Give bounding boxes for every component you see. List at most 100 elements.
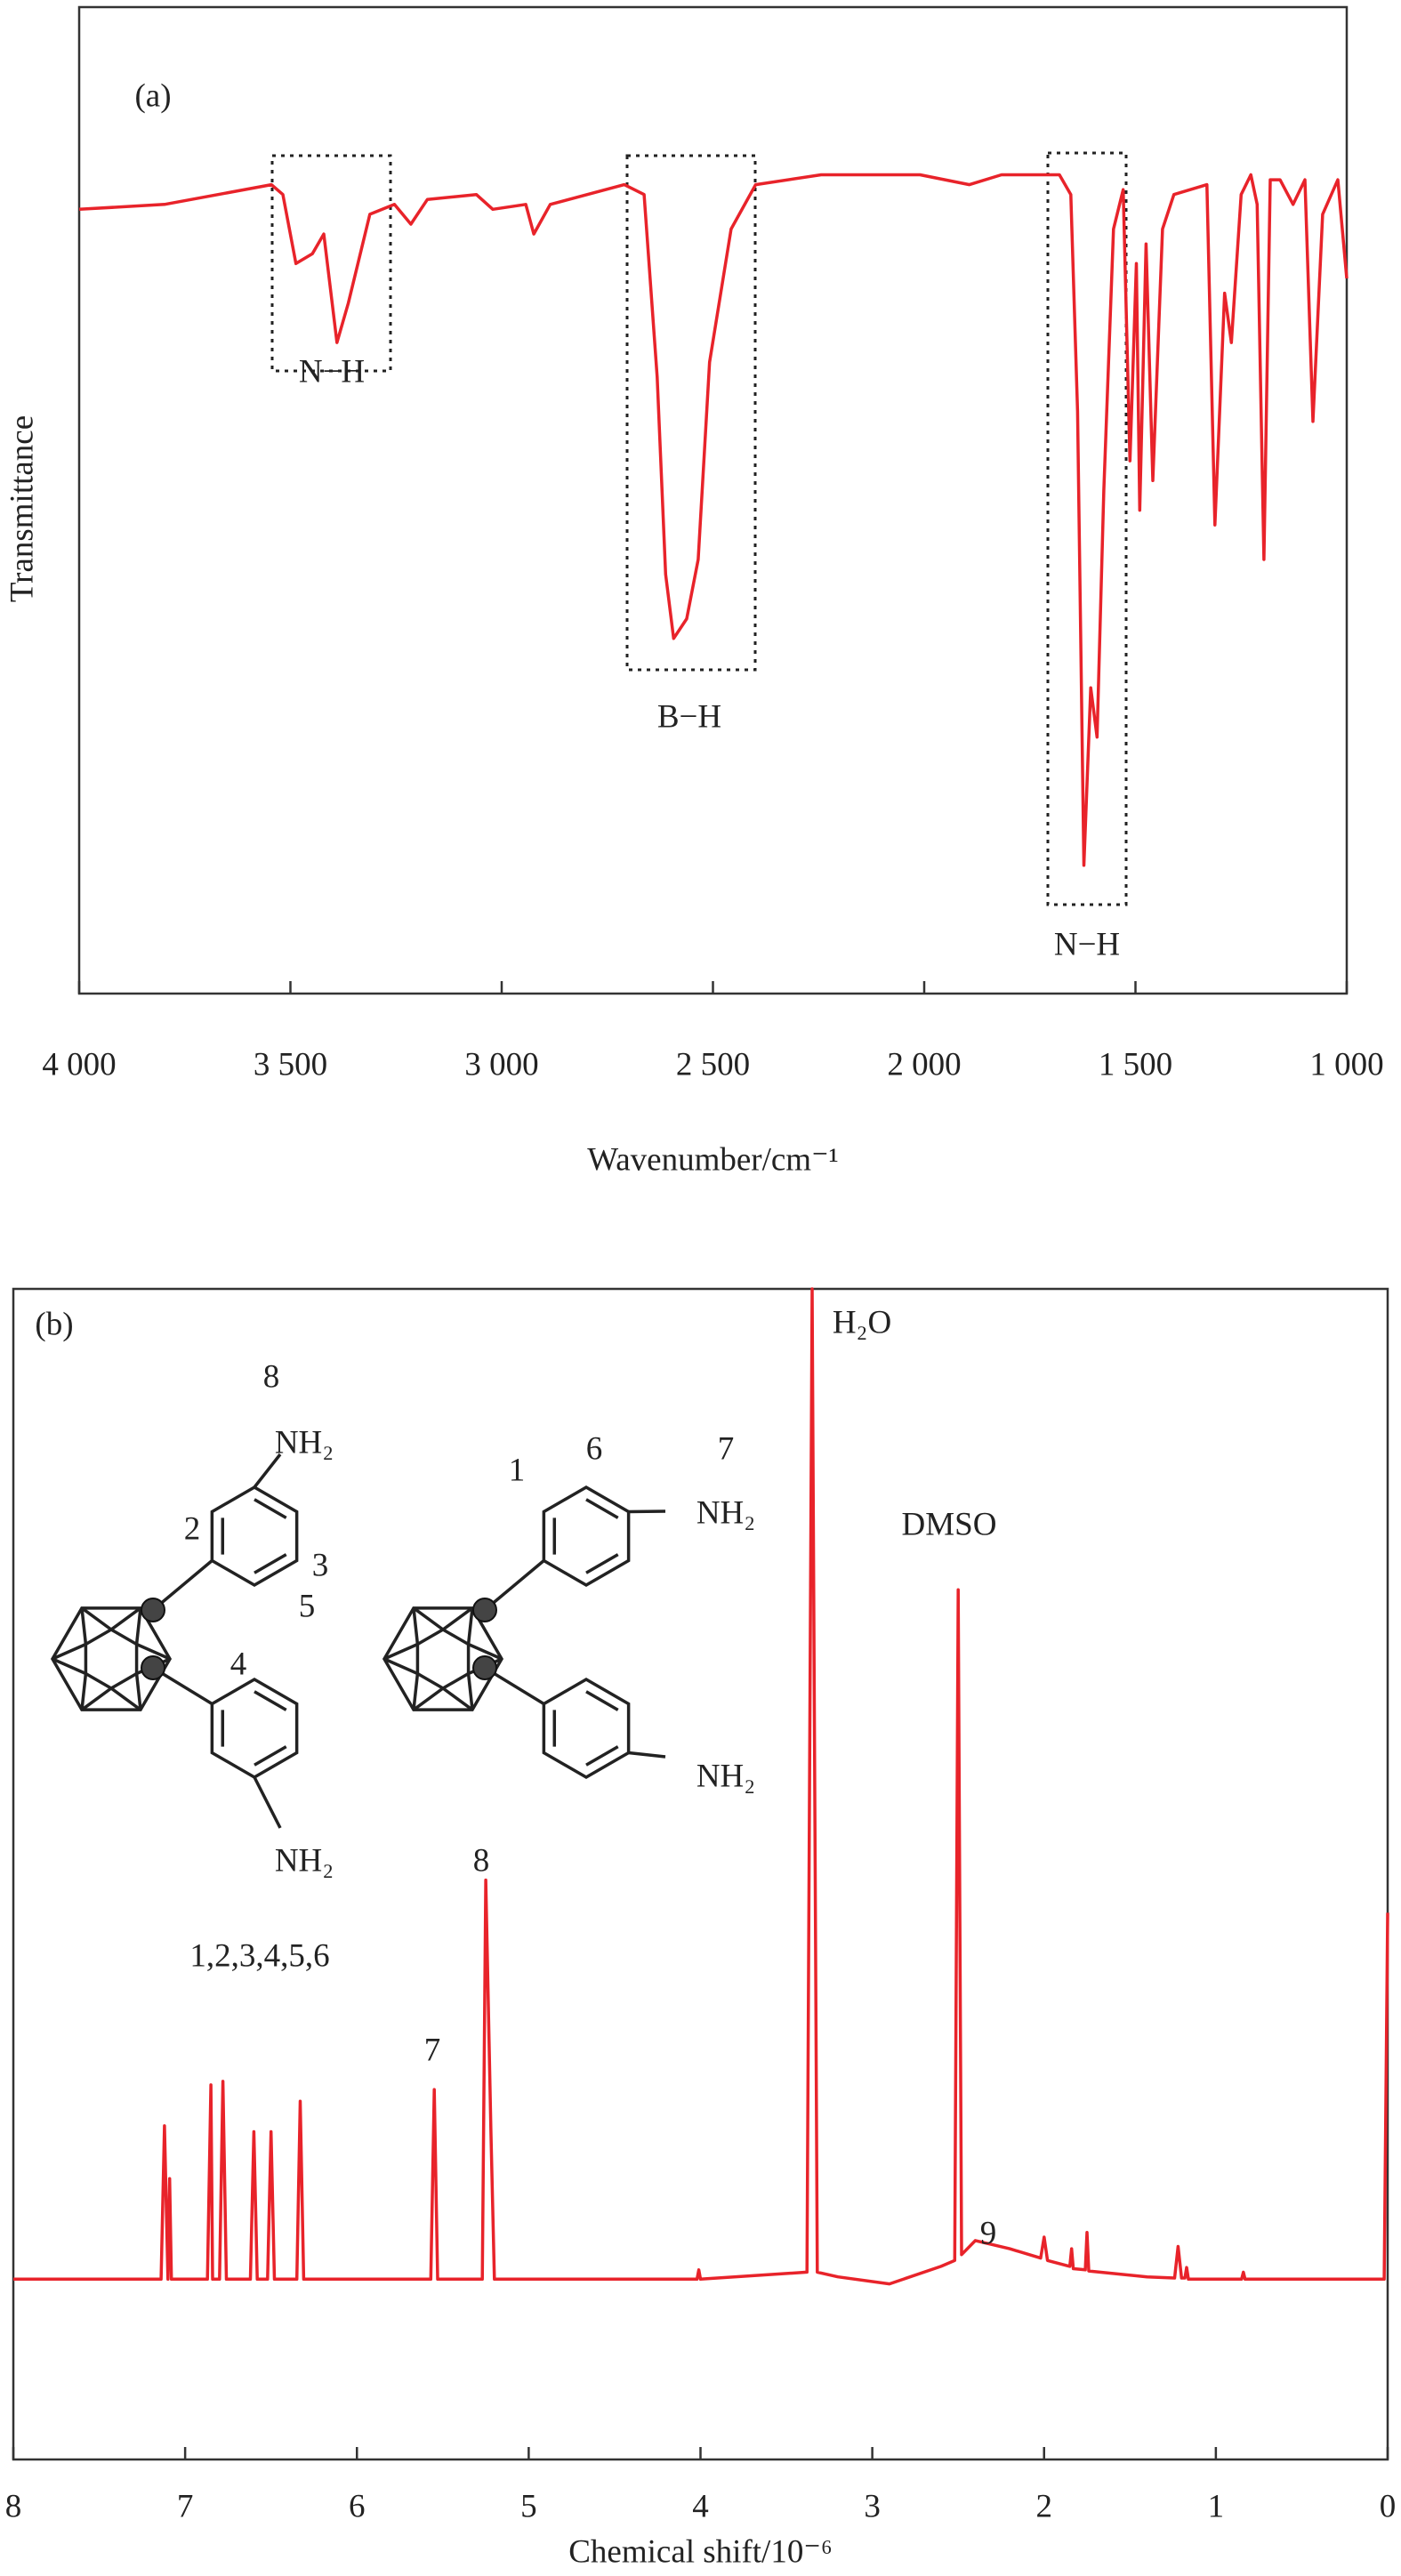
annotation: (a): [134, 77, 171, 114]
annotation: B−H: [657, 698, 721, 735]
double-bond: [254, 1498, 287, 1519]
structure-label: 5: [299, 1588, 316, 1624]
cage-edge: [383, 1657, 419, 1676]
bond: [253, 1453, 282, 1489]
cage-edge: [135, 1642, 171, 1661]
cage-edge: [412, 1607, 420, 1645]
x-tick-label: 0: [1380, 2488, 1397, 2524]
structure-label: 8: [263, 1358, 280, 1395]
annotation: 9: [980, 2215, 997, 2251]
plot-frame: [77, 5, 1349, 995]
band-box: [270, 154, 392, 373]
x-tick-label: 4: [692, 2488, 709, 2524]
x-tick-label: 1: [1208, 2488, 1225, 2524]
cage-edge: [85, 1671, 112, 1690]
double-bond: [585, 1498, 619, 1519]
cage-edge: [85, 1628, 112, 1646]
carbon-atom: [472, 1598, 497, 1622]
x-tick-label: 8: [5, 2488, 22, 2524]
x-tick-label: 5: [520, 2488, 537, 2524]
cage-edge: [80, 1686, 113, 1711]
cage-edge: [52, 1642, 87, 1661]
double-bond: [585, 1745, 619, 1767]
benzene-ring: [210, 1677, 299, 1780]
cage-edge: [412, 1673, 420, 1711]
double-bond: [254, 1553, 287, 1574]
annotation: (b): [35, 1306, 73, 1342]
cage-edge: [466, 1607, 474, 1645]
plot-frame: [12, 1287, 1389, 2461]
double-bond: [585, 1553, 619, 1574]
y-axis-label: Transmittance: [4, 415, 40, 602]
cage-edge: [80, 1607, 88, 1645]
x-tick-label: 2: [1036, 2488, 1053, 2524]
annotation: H₂O: [833, 1304, 891, 1340]
cage-edge: [80, 1606, 113, 1631]
annotation: N−H: [1054, 926, 1120, 962]
annotation: 1,2,3,4,5,6: [189, 1937, 329, 1974]
spectrum-line: [13, 1287, 1389, 2286]
cage-edge: [412, 1686, 445, 1711]
cage-edge: [466, 1673, 474, 1711]
x-axis-label: Wavenumber/cm⁻¹: [587, 1141, 838, 1178]
carbon-atom: [472, 1655, 497, 1680]
x-tick-label: 3 500: [254, 1046, 327, 1083]
cage-edge: [442, 1671, 470, 1690]
x-tick-label: 2 000: [887, 1046, 961, 1083]
structure-label: 4: [230, 1646, 247, 1682]
benzene-ring: [542, 1485, 631, 1588]
benzene-ring: [542, 1677, 631, 1780]
cage-edge: [80, 1673, 88, 1711]
cage-edge: [110, 1671, 138, 1690]
bond: [628, 1751, 666, 1759]
x-tick-label: 2 500: [676, 1046, 750, 1083]
structure-label: NH₂: [696, 1494, 755, 1531]
cage-edge: [416, 1671, 444, 1690]
structure-label: NH₂: [275, 1842, 334, 1879]
x-axis-label: Chemical shift/10⁻⁶: [568, 2533, 833, 2570]
annotation: N−H: [299, 353, 365, 390]
cage-edge: [441, 1606, 474, 1631]
structure-label: 6: [586, 1430, 603, 1467]
bond: [483, 1559, 545, 1612]
structure-label: NH₂: [275, 1424, 334, 1461]
cage-edge: [109, 1686, 142, 1711]
annotation: DMSO: [902, 1506, 997, 1542]
cage-edge: [134, 1607, 142, 1645]
cage-edge: [134, 1673, 142, 1711]
cage-edge: [442, 1628, 470, 1646]
structure-label: 3: [312, 1547, 329, 1583]
cage-edge: [52, 1657, 87, 1676]
structure-label: NH₂: [696, 1758, 755, 1794]
x-tick-label: 3: [864, 2488, 881, 2524]
band-box: [625, 154, 757, 672]
cage-edge: [412, 1606, 445, 1631]
cage-edge: [441, 1686, 474, 1711]
cage-edge: [416, 1628, 444, 1646]
cage-edge: [467, 1642, 503, 1661]
bond: [628, 1509, 666, 1514]
structure-label: 1: [509, 1452, 526, 1488]
bond: [253, 1776, 282, 1829]
annotation: 7: [424, 2032, 441, 2068]
carbon-atom: [141, 1598, 165, 1622]
structure-label: 7: [718, 1430, 735, 1467]
annotation: 8: [473, 1842, 490, 1879]
cage-edge: [383, 1642, 419, 1661]
carbon-atom: [141, 1655, 165, 1680]
x-tick-label: 4 000: [42, 1046, 116, 1083]
cage-edge: [109, 1606, 142, 1631]
spectrum-line: [78, 173, 1349, 867]
x-tick-label: 7: [177, 2488, 194, 2524]
double-bond: [254, 1745, 287, 1767]
double-bond: [585, 1690, 619, 1711]
x-tick-label: 6: [349, 2488, 366, 2524]
double-bond: [254, 1690, 287, 1711]
benzene-ring: [210, 1485, 299, 1588]
x-tick-label: 1 000: [1309, 1046, 1383, 1083]
x-tick-label: 1 500: [1099, 1046, 1172, 1083]
band-box: [1046, 151, 1128, 906]
x-tick-label: 3 000: [464, 1046, 538, 1083]
